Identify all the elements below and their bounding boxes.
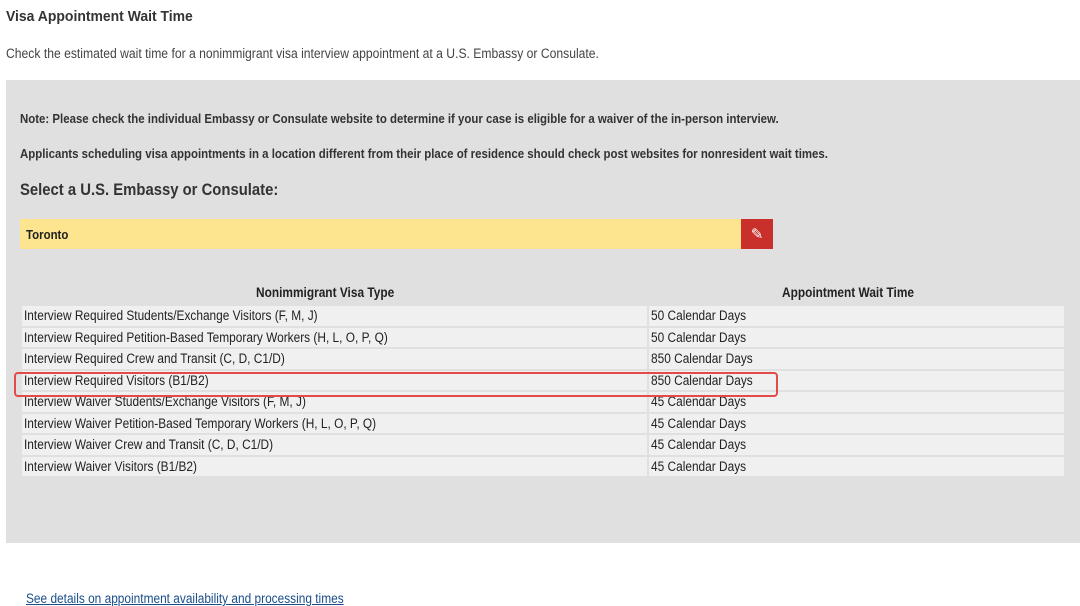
- selected-consulate: Toronto: [26, 227, 69, 242]
- visa-type-cell: Interview Waiver Petition-Based Temporar…: [20, 411, 649, 435]
- wait-time-cell: 50 Calendar Days: [647, 304, 1066, 328]
- page-description: Check the estimated wait time for a noni…: [6, 46, 599, 61]
- wait-time-panel: Note: Please check the individual Embass…: [6, 80, 1080, 606]
- visa-type-cell: Interview Required Petition-Based Tempor…: [20, 325, 649, 349]
- table-row: Interview Waiver Visitors (B1/B2) 45 Cale…: [20, 454, 1066, 478]
- page-title: Visa Appointment Wait Time: [6, 8, 193, 25]
- wait-time-cell: 45 Calendar Days: [647, 433, 1066, 457]
- table-row: Interview Required Students/Exchange Vis…: [20, 304, 1066, 328]
- visa-type-cell: Interview Required Visitors (B1/B2): [20, 368, 649, 392]
- header-visa-type: Nonimmigrant Visa Type: [255, 284, 395, 300]
- visa-type-cell: Interview Waiver Crew and Transit (C, D,…: [20, 433, 649, 457]
- edit-icon: ✎: [750, 226, 764, 243]
- table-row: Interview Required Crew and Transit (C, …: [20, 347, 1066, 371]
- wait-time-cell: 850 Calendar Days: [647, 368, 1066, 392]
- header-wait-time: Appointment Wait Time: [781, 284, 914, 300]
- wait-time-cell: 45 Calendar Days: [647, 454, 1066, 478]
- details-link[interactable]: See details on appointment availability …: [26, 591, 344, 606]
- visa-type-cell: Interview Required Crew and Transit (C, …: [20, 347, 649, 371]
- highlight-box: [14, 372, 778, 397]
- edit-consulate-button[interactable]: ✎: [741, 219, 773, 249]
- note-nonresident: Applicants scheduling visa appointments …: [20, 146, 828, 161]
- visa-type-cell: Interview Required Students/Exchange Vis…: [20, 304, 649, 328]
- visa-type-cell: Interview Waiver Visitors (B1/B2): [20, 454, 649, 478]
- wait-time-cell: 850 Calendar Days: [647, 347, 1066, 371]
- consulate-selector[interactable]: Toronto: [20, 219, 741, 249]
- wait-time-table: Nonimmigrant Visa Type Appointment Wait …: [20, 280, 1066, 478]
- wait-time-cell: 50 Calendar Days: [647, 325, 1066, 349]
- wait-time-cell: 45 Calendar Days: [647, 411, 1066, 435]
- table-row: Interview Waiver Petition-Based Temporar…: [20, 411, 1066, 435]
- select-label: Select a U.S. Embassy or Consulate:: [20, 181, 279, 199]
- note-waiver: Note: Please check the individual Embass…: [20, 111, 779, 126]
- table-row: Interview Required Petition-Based Tempor…: [20, 325, 1066, 349]
- table-row: Interview Waiver Crew and Transit (C, D,…: [20, 433, 1066, 457]
- table-row: Interview Required Visitors (B1/B2) 850 C…: [20, 368, 1066, 392]
